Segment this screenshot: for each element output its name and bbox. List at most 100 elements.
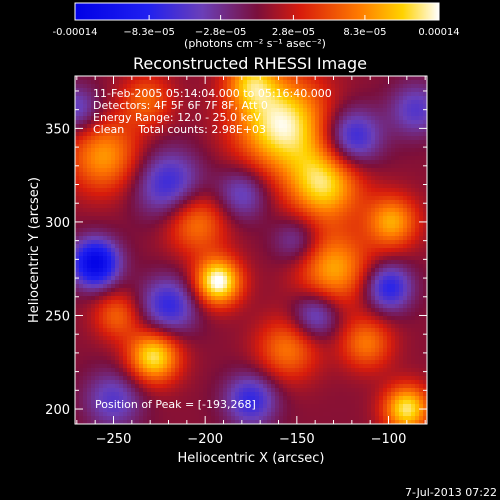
heatmap-cell xyxy=(91,104,95,108)
heatmap-cell xyxy=(255,240,259,244)
heatmap-cell xyxy=(243,112,247,116)
heatmap-cell xyxy=(335,84,339,88)
heatmap-cell xyxy=(271,272,275,276)
heatmap-cell xyxy=(151,156,155,160)
heatmap-cell xyxy=(247,156,251,160)
heatmap-cell xyxy=(339,256,343,260)
heatmap-cell xyxy=(239,160,243,164)
heatmap-cell xyxy=(375,80,379,84)
heatmap-cell xyxy=(307,176,311,180)
heatmap-cell xyxy=(299,184,303,188)
heatmap-cell xyxy=(87,120,91,124)
heatmap-cell xyxy=(335,200,339,204)
heatmap-cell xyxy=(419,244,423,248)
heatmap-cell xyxy=(235,160,239,164)
heatmap-cell xyxy=(391,172,395,176)
heatmap-cell xyxy=(275,84,279,88)
heatmap-cell xyxy=(179,240,183,244)
heatmap-cell xyxy=(383,152,387,156)
heatmap-cell xyxy=(147,104,151,108)
heatmap-cell xyxy=(211,180,215,184)
heatmap-cell xyxy=(403,108,407,112)
heatmap-cell xyxy=(95,100,99,104)
heatmap-cell xyxy=(123,240,127,244)
heatmap-cell xyxy=(191,112,195,116)
heatmap-cell xyxy=(183,252,187,256)
heatmap-cell xyxy=(287,140,291,144)
heatmap-cell xyxy=(251,284,255,288)
heatmap-cell xyxy=(163,252,167,256)
heatmap-cell xyxy=(371,96,375,100)
heatmap-cell xyxy=(227,256,231,260)
heatmap-cell xyxy=(311,172,315,176)
heatmap-cell xyxy=(411,96,415,100)
heatmap-cell xyxy=(247,192,251,196)
heatmap-cell xyxy=(223,168,227,172)
heatmap-cell xyxy=(407,152,411,156)
heatmap-cell xyxy=(307,160,311,164)
heatmap-cell xyxy=(331,172,335,176)
heatmap-cell xyxy=(335,136,339,140)
heatmap-cell xyxy=(275,164,279,168)
heatmap-cell xyxy=(103,132,107,136)
heatmap-cell xyxy=(119,124,123,128)
heatmap-cell xyxy=(323,280,327,284)
heatmap-cell xyxy=(223,156,227,160)
heatmap-cell xyxy=(259,152,263,156)
heatmap-cell xyxy=(283,192,287,196)
heatmap-cell xyxy=(199,124,203,128)
heatmap-cell xyxy=(159,84,163,88)
heatmap-cell xyxy=(219,204,223,208)
heatmap-cell xyxy=(127,124,131,128)
heatmap-cell xyxy=(319,120,323,124)
heatmap-cell xyxy=(151,284,155,288)
heatmap-cell xyxy=(411,296,415,300)
heatmap-cell xyxy=(295,268,299,272)
heatmap-cell xyxy=(279,244,283,248)
heatmap-cell xyxy=(151,212,155,216)
heatmap-cell xyxy=(299,228,303,232)
heatmap-cell xyxy=(395,152,399,156)
heatmap-cell xyxy=(103,296,107,300)
heatmap-cell xyxy=(203,212,207,216)
heatmap-cell xyxy=(103,276,107,280)
heatmap-cell xyxy=(315,252,319,256)
heatmap-cell xyxy=(255,88,259,92)
heatmap-cell xyxy=(351,136,355,140)
heatmap-cell xyxy=(171,92,175,96)
heatmap-cell xyxy=(95,136,99,140)
heatmap-cell xyxy=(243,228,247,232)
heatmap-cell xyxy=(319,84,323,88)
heatmap-cell xyxy=(223,144,227,148)
heatmap-cell xyxy=(251,212,255,216)
heatmap-cell xyxy=(163,148,167,152)
heatmap-cell xyxy=(255,184,259,188)
heatmap-cell xyxy=(207,76,211,80)
heatmap-cell xyxy=(383,220,387,224)
heatmap-cell xyxy=(367,188,371,192)
heatmap-cell xyxy=(215,144,219,148)
heatmap-cell xyxy=(223,248,227,252)
heatmap-cell xyxy=(315,236,319,240)
heatmap-cell xyxy=(135,228,139,232)
heatmap-cell xyxy=(303,232,307,236)
heatmap-cell xyxy=(251,292,255,296)
heatmap-cell xyxy=(139,80,143,84)
heatmap-cell xyxy=(127,168,131,172)
heatmap-cell xyxy=(247,176,251,180)
heatmap-cell xyxy=(311,168,315,172)
heatmap-cell xyxy=(295,88,299,92)
heatmap-cell xyxy=(355,264,359,268)
heatmap-cell xyxy=(91,180,95,184)
heatmap-cell xyxy=(279,100,283,104)
heatmap-cell xyxy=(223,252,227,256)
heatmap-cell xyxy=(295,148,299,152)
heatmap-cell xyxy=(279,236,283,240)
heatmap-cell xyxy=(331,240,335,244)
heatmap-cell xyxy=(243,128,247,132)
heatmap-cell xyxy=(163,228,167,232)
heatmap-cell xyxy=(119,120,123,124)
heatmap-cell xyxy=(291,84,295,88)
heatmap-cell xyxy=(275,176,279,180)
heatmap-cell xyxy=(127,200,131,204)
